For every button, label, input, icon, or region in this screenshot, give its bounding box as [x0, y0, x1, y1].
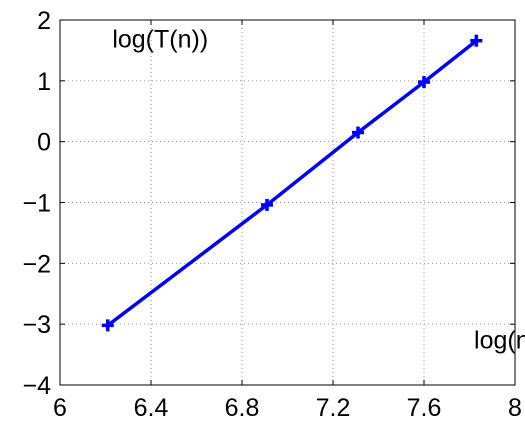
y-tick-label: −4 [22, 372, 51, 400]
annotation-layer: log(T(n)) log(n) [112, 25, 525, 354]
x-tick-label: 7.6 [407, 394, 442, 422]
y-tick-label: −1 [22, 190, 51, 218]
data-point-marker [352, 126, 365, 139]
data-point-marker [101, 319, 114, 332]
y-tick-label: 2 [37, 7, 51, 35]
x-tick-label: 8 [508, 394, 522, 422]
x-tick-label: 6.8 [225, 394, 260, 422]
series-layer [101, 34, 483, 332]
x-tick-label: 7.2 [316, 394, 351, 422]
plot-background [60, 20, 515, 385]
x-tick-label: 6.4 [134, 394, 169, 422]
x-tick-label: 6 [53, 394, 67, 422]
tick-layer: 6 6.4 6.8 7.2 7.6 8 −4 −3 −2 −1 0 1 2 [22, 7, 521, 422]
y-tick-label: 1 [37, 68, 51, 96]
annotation-label: log(n) [474, 327, 525, 355]
data-point-marker [470, 34, 483, 47]
data-point-marker [418, 76, 430, 89]
y-tick-label: 0 [37, 129, 51, 157]
data-point-marker [261, 198, 274, 211]
y-tick-label: −3 [22, 311, 51, 339]
annotation-label: log(T(n)) [112, 25, 208, 53]
y-tick-label: −2 [22, 250, 51, 278]
